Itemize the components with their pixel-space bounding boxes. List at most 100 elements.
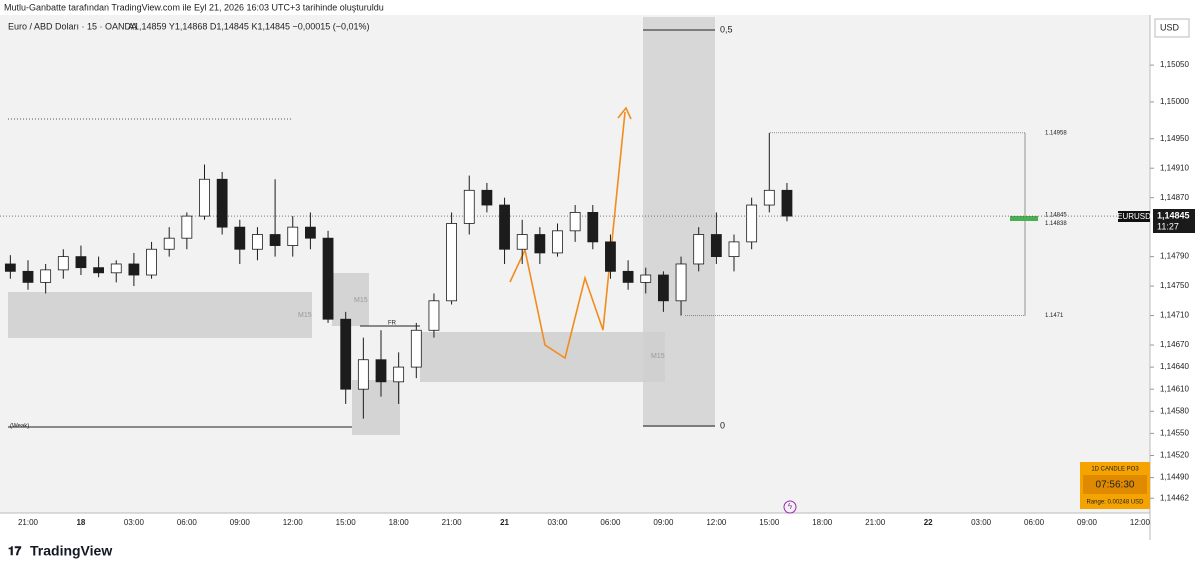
candle-body <box>22 270 34 283</box>
zone-box <box>420 332 665 382</box>
candle-body <box>234 226 246 250</box>
level-label: 1.1471 <box>1045 313 1064 319</box>
candle-body <box>428 300 440 331</box>
event-icon-glyph: ϟ <box>788 502 793 511</box>
x-tick-label: 03:00 <box>124 518 145 527</box>
fr-label: FR <box>388 321 397 327</box>
candle-body <box>410 329 422 368</box>
ohlc-text: A1,14859 Y1,14868 D1,14845 K1,14845 −0,0… <box>128 21 370 31</box>
candle-body <box>605 241 616 272</box>
x-tick-label: 21:00 <box>442 518 463 527</box>
candle-body <box>375 359 387 383</box>
candle-body <box>146 248 157 276</box>
x-tick-label: 06:00 <box>177 518 198 527</box>
x-tick-label: 21:00 <box>865 518 886 527</box>
x-tick-label: 12:00 <box>283 518 304 527</box>
symbol-tag <box>1118 211 1150 222</box>
currency-box <box>1154 18 1190 38</box>
po3-timer-box <box>1083 475 1147 494</box>
zone-box <box>332 273 369 326</box>
candle-body <box>763 189 775 206</box>
x-tick-label: 03:00 <box>547 518 568 527</box>
candle-body <box>481 189 493 206</box>
x-tick-label: 18:00 <box>389 518 410 527</box>
logo-text: TradingView <box>30 543 112 559</box>
candle-body <box>93 267 104 274</box>
x-tick-label: 15:00 <box>759 518 780 527</box>
price-tag-countdown: 11:27 <box>1157 221 1179 231</box>
plot-area <box>0 15 1150 513</box>
zone-label: M15 <box>298 312 312 319</box>
range-marker <box>1010 216 1038 221</box>
logo-mark: 𝟏𝟕 <box>8 544 22 558</box>
x-tick-label: 12:00 <box>1130 518 1151 527</box>
y-tick-label: 1,14910 <box>1160 163 1189 172</box>
candle-body <box>75 256 87 269</box>
po3-range: Range: 0.00248 USD <box>1086 500 1144 506</box>
candle-body <box>304 226 316 239</box>
candle-body <box>163 237 175 250</box>
candle-body <box>640 274 652 283</box>
x-tick-label: 03:00 <box>971 518 992 527</box>
x-tick-label: 21 <box>500 518 509 527</box>
candle-body <box>622 270 634 283</box>
candle-body <box>516 234 528 250</box>
level-label: 1.14845 <box>1045 213 1067 219</box>
candle-body <box>569 212 581 232</box>
zone-label: M15 <box>354 297 368 304</box>
y-tick-label: 1,14950 <box>1160 134 1189 143</box>
candle-body <box>57 256 69 271</box>
fib-label: 0,5 <box>720 24 733 34</box>
weak-label: (Weak) <box>10 424 29 430</box>
candle-body <box>552 230 563 254</box>
price-tag <box>1153 209 1195 233</box>
candle-body <box>4 263 16 272</box>
x-tick-label: 06:00 <box>600 518 621 527</box>
candle-body <box>781 189 793 217</box>
level-label: 1.14838 <box>1045 221 1067 227</box>
y-tick-label: 1,14520 <box>1160 451 1189 460</box>
x-tick-label: 12:00 <box>706 518 727 527</box>
candle-body <box>499 204 510 250</box>
candle-body <box>675 263 687 302</box>
y-tick-label: 1,14580 <box>1160 406 1189 415</box>
y-tick-label: 1,14870 <box>1160 193 1189 202</box>
candle-body <box>693 234 705 265</box>
y-tick-label: 1,14550 <box>1160 429 1189 438</box>
y-tick-label: 1,15000 <box>1160 97 1189 106</box>
symbol-tag-text: EURUSD <box>1117 212 1151 221</box>
x-tick-label: 06:00 <box>1024 518 1045 527</box>
candle-body <box>287 226 299 246</box>
y-tick-label: 1,15050 <box>1160 60 1189 69</box>
page-header: Mutlu-Ganbatte tarafından TradingView.co… <box>4 2 384 12</box>
x-tick-label: 21:00 <box>18 518 39 527</box>
candle-body <box>340 318 352 390</box>
candle-body <box>128 263 140 276</box>
y-tick-label: 1,14462 <box>1160 493 1189 502</box>
candle-body <box>181 215 193 239</box>
candle-body <box>710 234 722 258</box>
symbol-title: Euro / ABD Doları · 15 · OANDA <box>8 21 137 31</box>
y-tick-label: 1,14710 <box>1160 311 1189 320</box>
candle-body <box>322 237 334 320</box>
candle-body <box>463 189 475 224</box>
currency: USD <box>1160 22 1180 32</box>
candle-body <box>110 263 122 274</box>
candle-body <box>728 241 740 258</box>
x-tick-label: 09:00 <box>1077 518 1098 527</box>
x-tick-label: 18:00 <box>812 518 833 527</box>
projection-path <box>509 111 626 360</box>
candle-body <box>446 223 458 302</box>
candle-body <box>534 234 546 254</box>
projection-arrow <box>617 106 632 120</box>
y-tick-label: 1,14670 <box>1160 340 1189 349</box>
y-tick-label: 1,14750 <box>1160 281 1189 290</box>
x-tick-label: 15:00 <box>336 518 357 527</box>
po3-timer: 07:56:30 <box>1096 480 1135 491</box>
fib-label: 0 <box>720 420 725 430</box>
zone-box <box>8 292 312 338</box>
candle-body <box>269 234 281 246</box>
event-icon[interactable] <box>783 500 797 514</box>
candle-body <box>252 234 263 250</box>
